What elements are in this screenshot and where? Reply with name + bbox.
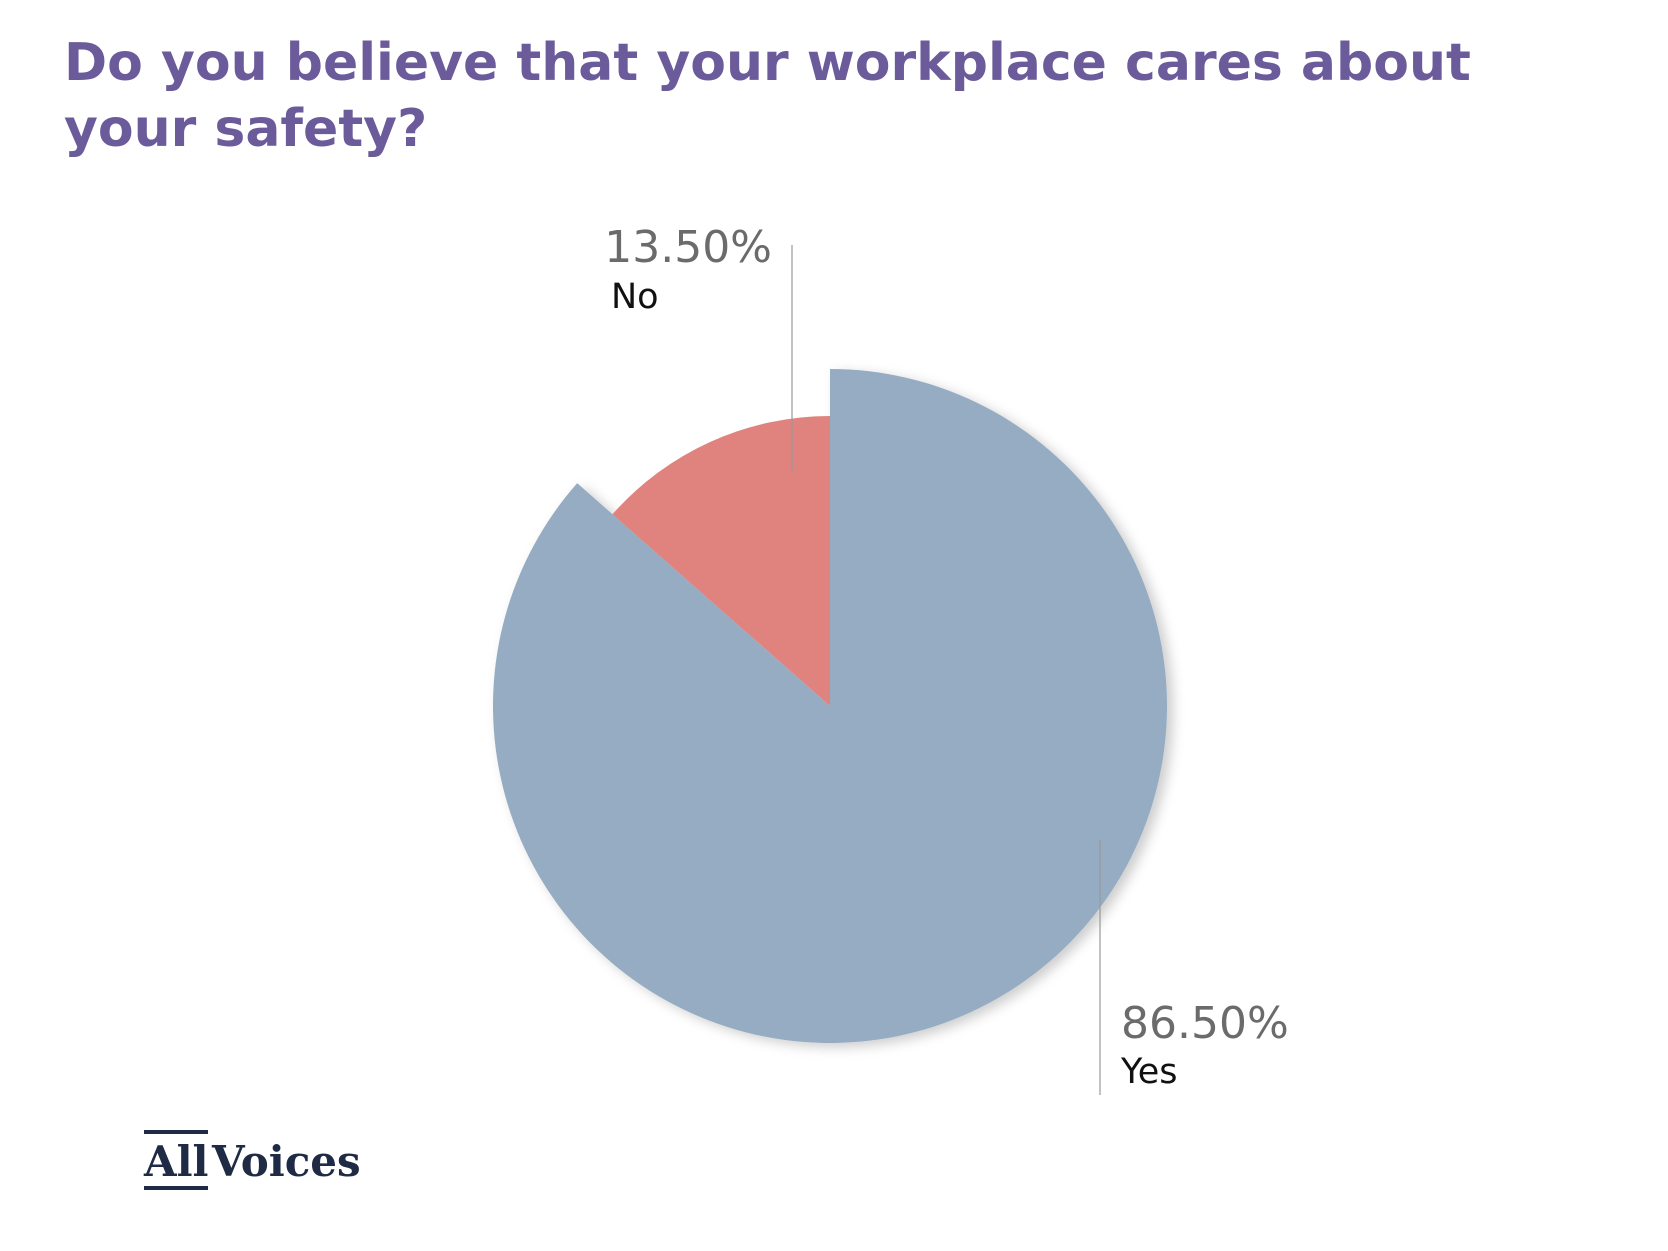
category-label: No bbox=[611, 277, 659, 317]
pie bbox=[493, 369, 1168, 1043]
logo-part: Voices bbox=[211, 1137, 361, 1186]
chart-title: Do you believe that your workplace cares… bbox=[64, 33, 1471, 159]
pie-slice bbox=[493, 369, 1168, 1043]
logo-part: All bbox=[143, 1137, 209, 1186]
logo: All Voices bbox=[143, 1130, 361, 1190]
value-label: 86.50% bbox=[1121, 998, 1289, 1049]
category-label: Yes bbox=[1120, 1052, 1178, 1092]
pie-slice bbox=[612, 416, 830, 706]
value-label: 13.50% bbox=[604, 222, 772, 273]
